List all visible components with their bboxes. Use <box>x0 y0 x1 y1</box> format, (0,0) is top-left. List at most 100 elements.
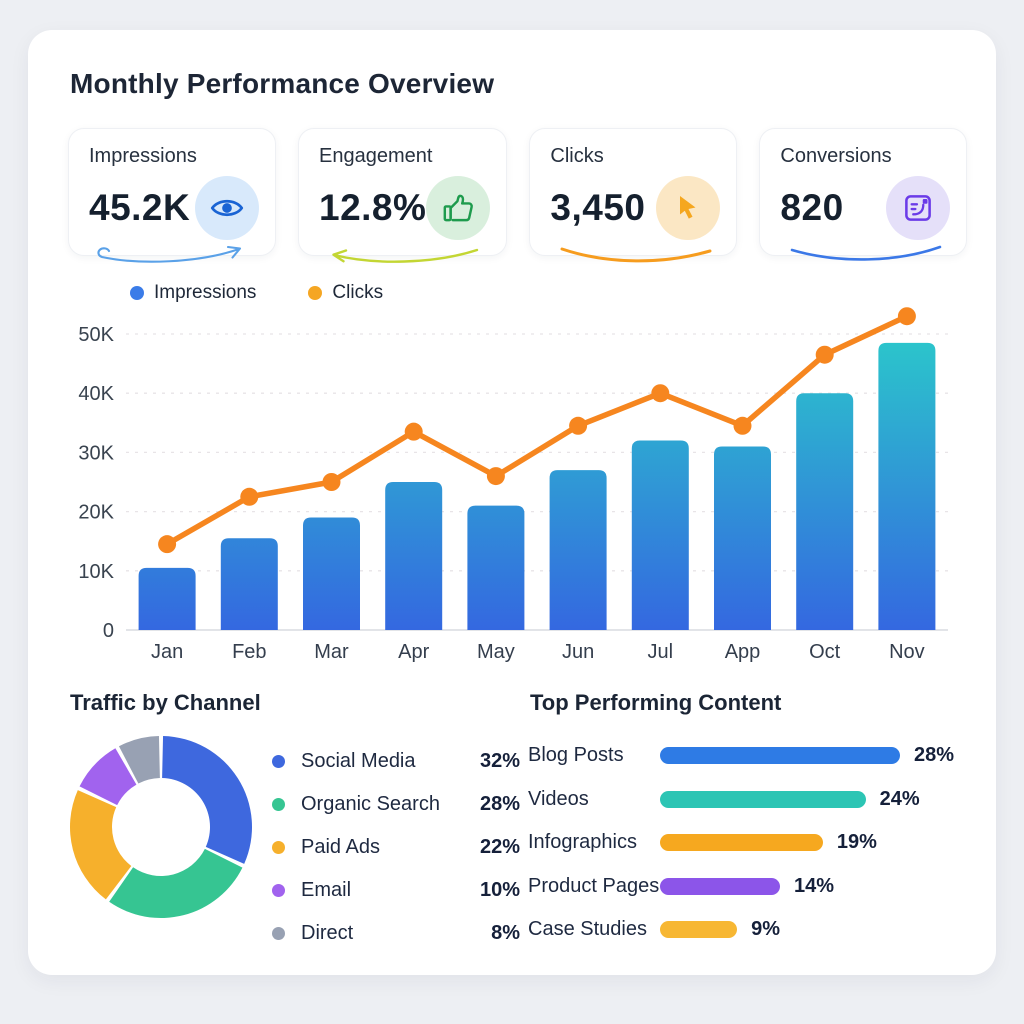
x-tick: Jan <box>151 641 183 663</box>
bar-Feb <box>220 538 278 630</box>
legend-dot <box>308 286 323 300</box>
content-percent: 19% <box>836 831 877 854</box>
channel-label: Direct <box>301 922 354 944</box>
donut-segment-paid-ads <box>69 790 132 900</box>
bar-Jan <box>138 567 196 630</box>
bar-Apr <box>385 482 443 630</box>
channel-percent: 8% <box>491 922 520 944</box>
kpi-label: Engagement <box>319 145 433 167</box>
kpi-label: Conversions <box>780 145 892 167</box>
dashboard-card: Monthly Performance Overview Impressions… <box>28 30 996 975</box>
donut-segment-direct <box>118 736 160 784</box>
section-title: Traffic by Channel <box>70 690 261 715</box>
content-bar-list: Blog Posts 28% Videos 24% Infographics 19% Pro… <box>528 734 956 952</box>
sketch-curve <box>560 247 712 263</box>
thumbs-up-icon <box>426 176 491 240</box>
kpi-card-conversions[interactable]: Conversions 820 <box>759 128 968 261</box>
content-row: Case Studies 9% <box>528 908 956 952</box>
channel-legend-item[interactable]: Email 10% <box>272 869 520 912</box>
content-label: Product Pages <box>528 874 660 897</box>
channel-label: Email <box>301 879 352 901</box>
content-label: Blog Posts <box>528 744 624 767</box>
line-point-Apr <box>404 422 423 441</box>
channel-legend-item[interactable]: Paid Ads 22% <box>272 826 520 869</box>
channel-legend-item[interactable]: Organic Search 28% <box>272 783 520 826</box>
bar-Nov <box>878 342 936 630</box>
sketch-arrow <box>97 245 242 263</box>
channel-percent: 10% <box>479 879 520 901</box>
content-label: Videos <box>528 787 589 810</box>
legend-dot <box>272 927 285 940</box>
line-point-Oct <box>815 345 834 364</box>
x-tick: Jul <box>648 641 674 663</box>
kpi-card-impressions[interactable]: Impressions 45.2K <box>68 128 276 263</box>
channel-legend-item[interactable]: Direct 8% <box>272 912 520 955</box>
main-chart-legend: Impressions Clicks <box>130 282 956 304</box>
line-point-Jun <box>569 416 588 435</box>
kpi-value: 12.8% <box>319 187 427 228</box>
line-point-Nov <box>897 307 916 326</box>
channel-label: Organic Search <box>301 793 440 815</box>
content-percent: 24% <box>879 787 920 810</box>
cursor-icon <box>656 176 721 240</box>
content-label: Case Studies <box>528 918 647 941</box>
bar-App <box>714 446 771 630</box>
content-bar <box>660 834 823 852</box>
monthly-performance-chart: 0 10K 20K 30K 40K 50K Jan Feb Mar Apr May Jun Jul App… <box>78 307 948 663</box>
x-tick: Jun <box>562 641 594 663</box>
legend-label: Clicks <box>332 282 384 303</box>
donut-segment-email <box>79 748 137 806</box>
kpi-value: 3,450 <box>550 187 646 228</box>
content-bar <box>660 747 900 765</box>
channel-percent: 32% <box>479 750 520 772</box>
kpi-value: 820 <box>780 187 844 228</box>
x-tick: Oct <box>809 641 841 663</box>
legend-dot <box>272 798 285 811</box>
y-tick: 30K <box>78 442 114 464</box>
line-point-Feb <box>240 487 259 506</box>
page-title: Monthly Performance Overview <box>70 68 495 99</box>
donut-segment-organic-search <box>109 848 243 918</box>
y-tick: 40K <box>78 383 114 405</box>
kpi-row: Impressions 45.2K Engagement 12.8% <box>68 128 968 263</box>
content-percent: 14% <box>793 874 834 897</box>
y-tick: 20K <box>78 502 114 524</box>
donut-legend: Social Media 32% Organic Search 28% Paid Ads… <box>272 740 520 955</box>
content-bar <box>660 877 780 895</box>
x-tick: Apr <box>398 641 429 663</box>
top-performing-content-section: Top Performing Content Blog Posts 28% Vide… <box>520 682 956 955</box>
channel-percent: 28% <box>479 793 520 815</box>
line-point-Jan <box>158 535 177 554</box>
kpi-label: Impressions <box>89 145 197 167</box>
channel-label: Social Media <box>301 750 416 772</box>
kpi-value: 45.2K <box>89 187 191 228</box>
line-point-App <box>733 416 752 435</box>
sketch-curve <box>791 245 942 261</box>
y-tick: 10K <box>78 561 114 583</box>
legend-item-clicks[interactable]: Clicks <box>308 282 383 304</box>
content-row: Product Pages 14% <box>528 865 956 909</box>
y-tick: 50K <box>78 324 114 346</box>
kpi-card-engagement[interactable]: Engagement 12.8% <box>298 128 508 263</box>
x-tick: Mar <box>314 641 349 663</box>
y-tick: 0 <box>103 620 114 642</box>
kpi-card-clicks[interactable]: Clicks 3,450 <box>529 128 738 263</box>
traffic-by-channel-section: Traffic by Channel Social Media 32% Organi… <box>68 682 520 955</box>
bar-Jul <box>631 440 689 630</box>
line-point-Jul <box>651 384 670 403</box>
content-label: Infographics <box>528 831 637 854</box>
channel-legend-item[interactable]: Social Media 32% <box>272 740 520 783</box>
bar-Jun <box>549 470 607 630</box>
content-percent: 28% <box>913 744 954 767</box>
legend-label: Impressions <box>154 282 257 303</box>
legend-dot <box>130 286 144 300</box>
x-tick: Nov <box>889 641 925 663</box>
line-point-May <box>486 467 505 486</box>
content-row: Infographics 19% <box>528 821 956 865</box>
legend-dot <box>272 884 285 897</box>
content-row: Blog Posts 28% <box>528 734 956 778</box>
eye-icon <box>195 176 259 240</box>
legend-item-impressions[interactable]: Impressions <box>130 282 256 304</box>
line-point-Mar <box>322 473 341 491</box>
conversion-badge-icon <box>886 176 951 240</box>
